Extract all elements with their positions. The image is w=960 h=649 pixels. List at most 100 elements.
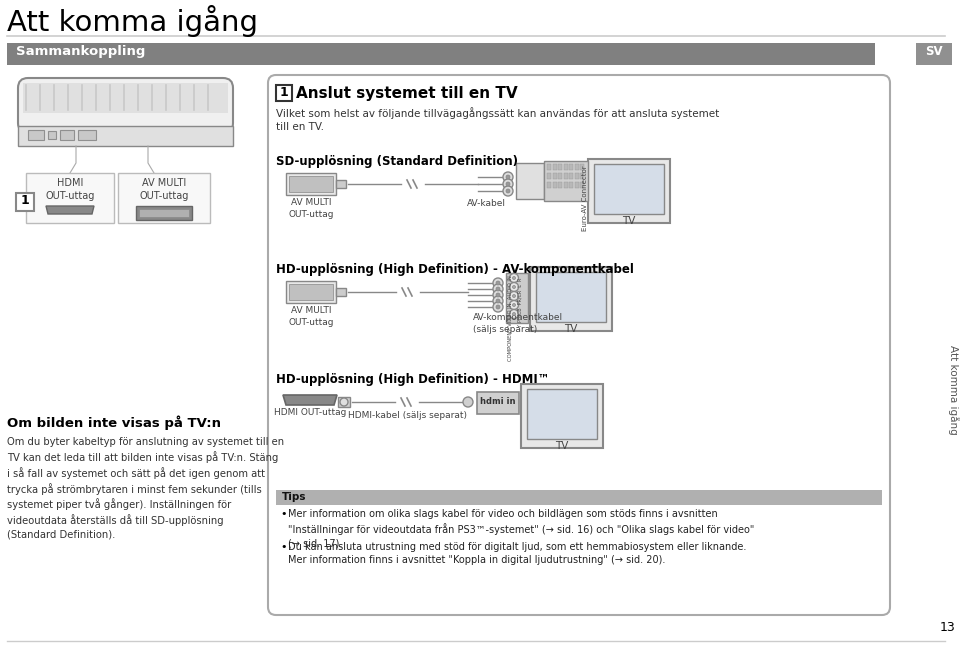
Bar <box>544 161 588 201</box>
Bar <box>516 163 544 199</box>
Bar <box>78 130 96 140</box>
FancyBboxPatch shape <box>18 78 233 133</box>
Circle shape <box>513 286 516 289</box>
Bar <box>547 173 551 179</box>
Circle shape <box>493 302 503 312</box>
Bar <box>338 397 350 407</box>
Text: Att komma igång: Att komma igång <box>948 345 960 435</box>
Bar <box>26 173 114 223</box>
Bar <box>60 130 74 140</box>
Text: TV: TV <box>564 324 578 334</box>
Text: Tips: Tips <box>282 492 306 502</box>
Bar <box>574 164 579 170</box>
Bar <box>569 182 573 188</box>
Text: HD-upplösning (High Definition) - HDMI™: HD-upplösning (High Definition) - HDMI™ <box>276 373 549 386</box>
Text: HDMI
OUT-uttag: HDMI OUT-uttag <box>45 178 95 201</box>
Text: Vilket som helst av följande tillvägagångssätt kan användas för att ansluta syst: Vilket som helst av följande tillvägagån… <box>276 107 719 132</box>
Bar <box>564 173 567 179</box>
Text: Om du byter kabeltyp för anslutning av systemet till en
TV kan det leda till att: Om du byter kabeltyp för anslutning av s… <box>7 437 284 539</box>
Text: AV MULTI
OUT-uttag: AV MULTI OUT-uttag <box>139 178 189 201</box>
Text: TV: TV <box>555 441 568 451</box>
Circle shape <box>493 284 503 294</box>
Text: COMPONENT VIDEO IN  AUDIO IN: COMPONENT VIDEO IN AUDIO IN <box>508 275 513 361</box>
Circle shape <box>510 310 518 319</box>
Text: TV: TV <box>622 216 636 226</box>
Circle shape <box>463 397 473 407</box>
Bar <box>564 164 567 170</box>
Circle shape <box>510 291 518 300</box>
Circle shape <box>503 186 513 196</box>
Circle shape <box>510 273 518 282</box>
Bar <box>48 131 56 139</box>
Circle shape <box>496 299 500 303</box>
Bar <box>527 389 597 439</box>
Text: AV-komponentkabel
(säljs separat): AV-komponentkabel (säljs separat) <box>473 313 564 334</box>
Bar <box>569 173 573 179</box>
Circle shape <box>513 276 516 280</box>
Text: Anslut systemet till en TV: Anslut systemet till en TV <box>296 86 517 101</box>
Circle shape <box>506 189 510 193</box>
Bar <box>506 273 528 323</box>
Bar <box>18 126 233 146</box>
Bar <box>558 182 562 188</box>
Circle shape <box>493 296 503 306</box>
Circle shape <box>496 305 500 309</box>
Circle shape <box>493 290 503 300</box>
Text: Mer information om olika slags kabel för video och bildlägen som stöds finns i a: Mer information om olika slags kabel för… <box>288 509 755 548</box>
Bar <box>139 209 189 217</box>
Bar <box>336 288 346 296</box>
Text: •: • <box>280 542 286 552</box>
Bar <box>276 85 292 101</box>
Bar <box>289 284 333 300</box>
Bar <box>594 164 664 214</box>
FancyBboxPatch shape <box>268 75 890 615</box>
Text: SD-upplösning (Standard Definition): SD-upplösning (Standard Definition) <box>276 155 518 168</box>
Text: Om bilden inte visas på TV:n: Om bilden inte visas på TV:n <box>7 415 221 430</box>
Circle shape <box>510 300 518 310</box>
Circle shape <box>503 179 513 189</box>
Bar <box>136 206 192 220</box>
Bar <box>23 83 228 113</box>
Text: Y  PB/CB  PR/CR  L  R: Y PB/CB PR/CR L R <box>518 278 523 328</box>
Bar <box>553 173 557 179</box>
Circle shape <box>513 304 516 306</box>
Bar <box>574 182 579 188</box>
Bar <box>289 176 333 192</box>
Bar <box>16 193 34 211</box>
Bar <box>574 173 579 179</box>
Circle shape <box>340 398 348 406</box>
Bar <box>558 173 562 179</box>
Text: Sammankoppling: Sammankoppling <box>16 45 145 58</box>
Bar <box>580 164 584 170</box>
Circle shape <box>510 282 518 291</box>
Text: HDMI OUT-uttag: HDMI OUT-uttag <box>274 408 347 417</box>
Circle shape <box>513 313 516 315</box>
Text: hdmi in: hdmi in <box>480 397 516 406</box>
Text: SV: SV <box>925 45 943 58</box>
Circle shape <box>513 295 516 297</box>
Text: HD-upplösning (High Definition) - AV-komponentkabel: HD-upplösning (High Definition) - AV-kom… <box>276 263 634 276</box>
Bar <box>530 267 612 331</box>
Text: Euro-AV Connector: Euro-AV Connector <box>582 165 588 230</box>
Bar <box>118 173 210 223</box>
Text: AV MULTI
OUT-uttag: AV MULTI OUT-uttag <box>288 198 334 219</box>
Text: 1: 1 <box>279 86 288 99</box>
Polygon shape <box>283 395 337 405</box>
Text: 1: 1 <box>20 194 30 207</box>
Text: Att komma igång: Att komma igång <box>7 5 258 37</box>
Bar <box>547 164 551 170</box>
Bar <box>336 180 346 188</box>
Bar <box>558 164 562 170</box>
Bar <box>547 182 551 188</box>
Text: 13: 13 <box>940 621 956 634</box>
Bar <box>521 384 603 448</box>
Bar <box>28 130 44 140</box>
Text: HDMI-kabel (säljs separat): HDMI-kabel (säljs separat) <box>348 411 467 420</box>
Text: Du kan ansluta utrustning med stöd för digitalt ljud, som ett hemmabiosystem ell: Du kan ansluta utrustning med stöd för d… <box>288 542 746 565</box>
Bar <box>564 182 567 188</box>
Circle shape <box>496 281 500 285</box>
Bar <box>588 159 670 223</box>
Bar <box>286 281 336 303</box>
Bar <box>553 164 557 170</box>
Circle shape <box>506 175 510 179</box>
